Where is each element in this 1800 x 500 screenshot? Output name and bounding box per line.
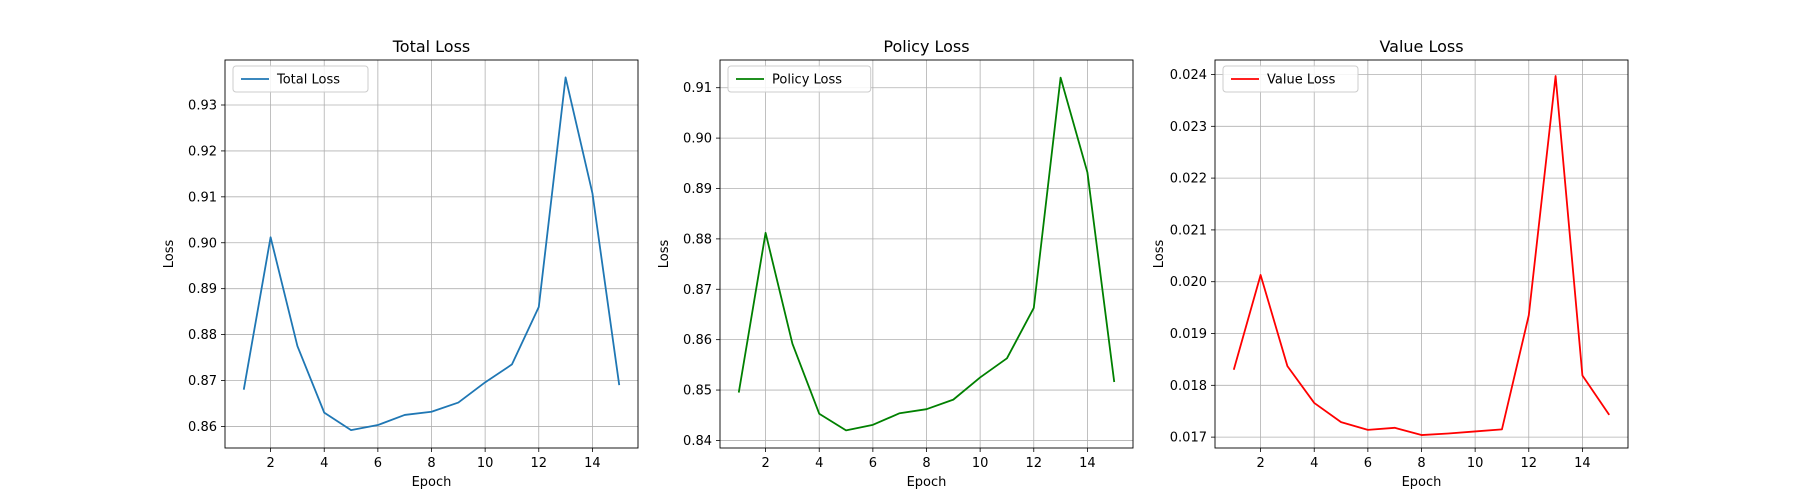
legend: Policy Loss: [727, 65, 872, 93]
y-tick-label: 0.87: [188, 374, 217, 389]
y-tick-label: 0.018: [1170, 379, 1207, 394]
x-tick-label: 14: [1574, 456, 1591, 471]
y-tick-label: 0.88: [683, 232, 712, 247]
legend-box: [727, 65, 872, 93]
y-tick-label: 0.023: [1170, 120, 1207, 135]
x-tick-label: 2: [761, 456, 769, 471]
legend: Total Loss: [232, 65, 369, 93]
y-tick-label: 0.84: [683, 434, 712, 449]
x-axis-label: Epoch: [1402, 475, 1442, 490]
x-tick-label: 8: [922, 456, 930, 471]
x-tick-label: 4: [320, 456, 328, 471]
x-tick-label: 2: [266, 456, 274, 471]
y-tick-label: 0.85: [683, 384, 712, 399]
chart-title: Value Loss: [1379, 37, 1463, 56]
series-line-1: [242, 76, 621, 431]
x-tick-label: 8: [427, 456, 435, 471]
axes-frame: [1214, 59, 1629, 449]
x-tick-label: 8: [1417, 456, 1425, 471]
x-tick-label: 4: [1310, 456, 1318, 471]
legend-label: Total Loss: [276, 73, 340, 88]
x-tick-label: 6: [1364, 456, 1372, 471]
y-tick-label: 0.92: [188, 144, 217, 159]
y-tick-label: 0.89: [683, 182, 712, 197]
y-tick-label: 0.91: [188, 190, 217, 205]
chart-panel-1: 2 4 6 8 10 12 14 0.86 0.87 0.88 0.89 0.90 0.91 0.92 0.…: [162, 37, 639, 490]
y-axis-label: Loss: [1152, 240, 1167, 269]
chart-title: Total Loss: [392, 37, 471, 56]
legend-box: [232, 65, 369, 93]
y-axis-label: Loss: [162, 240, 177, 269]
y-tick-label: 0.86: [188, 420, 217, 435]
legend: Value Loss: [1222, 65, 1359, 93]
x-tick-label: 12: [1520, 456, 1537, 471]
y-tick-label: 0.88: [188, 328, 217, 343]
chart-panel-3: 2 4 6 8 10 12 14 0.017 0.018 0.019 0.020 0.021 0.022…: [1152, 37, 1629, 490]
series-line-1: [737, 76, 1116, 432]
legend-box: [1222, 65, 1359, 93]
legend-label: Policy Loss: [772, 73, 842, 88]
x-tick-label: 10: [972, 456, 989, 471]
y-tick-label: 0.93: [188, 98, 217, 113]
series-line-1: [1232, 75, 1610, 436]
x-tick-label: 2: [1256, 456, 1264, 471]
x-tick-label: 12: [1025, 456, 1042, 471]
y-axis-label: Loss: [657, 240, 672, 269]
y-tick-label: 0.87: [683, 283, 712, 298]
x-tick-label: 10: [1467, 456, 1484, 471]
y-tick-label: 0.89: [188, 282, 217, 297]
x-tick-label: 6: [374, 456, 382, 471]
x-tick-label: 4: [815, 456, 823, 471]
y-tick-label: 0.019: [1170, 327, 1207, 342]
x-tick-label: 6: [869, 456, 877, 471]
y-tick-label: 0.90: [683, 132, 712, 147]
y-tick-label: 0.020: [1170, 275, 1207, 290]
x-tick-label: 10: [477, 456, 494, 471]
y-tick-label: 0.024: [1170, 68, 1207, 83]
axes-frame: [224, 59, 639, 449]
y-tick-label: 0.017: [1170, 431, 1207, 446]
x-tick-label: 12: [530, 456, 547, 471]
legend-label: Value Loss: [1267, 73, 1336, 88]
y-tick-label: 0.90: [188, 236, 217, 251]
y-tick-label: 0.91: [683, 81, 712, 96]
x-axis-label: Epoch: [412, 475, 452, 490]
chart-panel-2: 2 4 6 8 10 12 14 0.84 0.85 0.86 0.87 0.88 0.89 0.90 0.…: [657, 37, 1134, 490]
y-tick-label: 0.86: [683, 333, 712, 348]
y-tick-label: 0.022: [1170, 172, 1207, 187]
x-tick-label: 14: [584, 456, 601, 471]
axes-frame: [719, 59, 1134, 449]
chart-title: Policy Loss: [883, 37, 969, 56]
x-axis-label: Epoch: [907, 475, 947, 490]
y-tick-label: 0.021: [1170, 223, 1207, 238]
x-tick-label: 14: [1079, 456, 1096, 471]
